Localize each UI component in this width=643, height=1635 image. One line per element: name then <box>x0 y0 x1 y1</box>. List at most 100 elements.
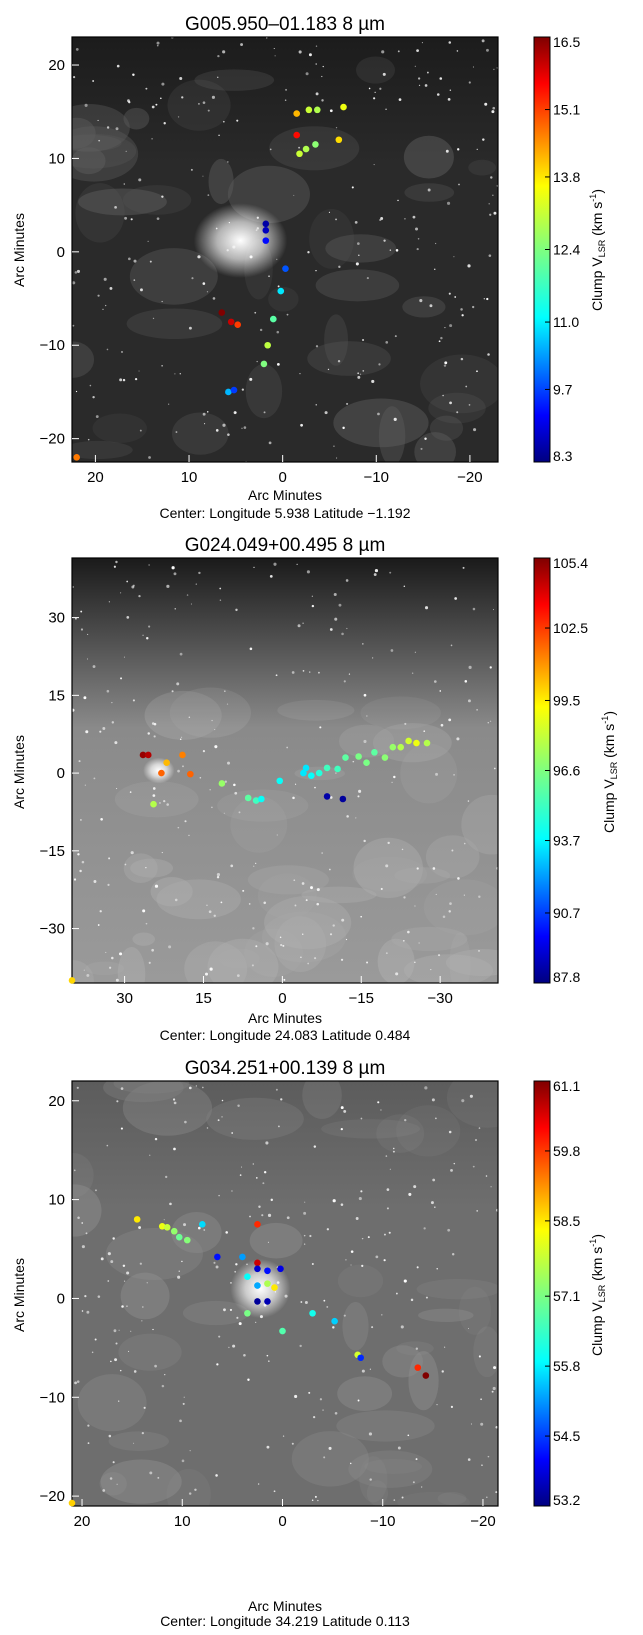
diffuse-emission <box>72 56 498 462</box>
clump-point <box>218 780 226 787</box>
plot-frame <box>71 36 499 463</box>
x-tick-label: −10 <box>364 469 389 486</box>
clump-point <box>214 1253 221 1261</box>
clump-point <box>264 1280 271 1287</box>
clump-point <box>239 1253 246 1261</box>
background-stars <box>72 37 498 462</box>
y-tick-label: 15 <box>48 687 65 704</box>
clump-point <box>305 106 313 114</box>
colorbar-tick-label: 53.2 <box>553 1492 580 1508</box>
panel-2: G024.049+00.495 8 µm 30 15 0 −15 −30 30 15 0 −15… <box>11 535 619 1043</box>
panel-2-xlabel: Arc Minutes <box>248 1010 322 1026</box>
clump-point <box>423 739 431 747</box>
clump-point <box>323 793 331 800</box>
colorbar-tick-label: 8.3 <box>553 448 573 464</box>
clump-point <box>158 769 165 777</box>
clump-point <box>302 764 310 772</box>
clump-point <box>315 769 323 777</box>
clump-point <box>264 1298 271 1305</box>
clump-point <box>258 795 265 803</box>
x-tick-label: 15 <box>195 990 212 1007</box>
colorbar-tick-label: 87.8 <box>553 969 580 985</box>
y-tick-label: 0 <box>57 765 65 782</box>
panel-1: G005.950–01.183 8 µm 20 10 0 −10 −20 20 10 0 −10… <box>11 14 607 521</box>
diffuse-emission <box>72 1081 498 1506</box>
plot-frame <box>71 557 499 984</box>
clump-point <box>271 1284 278 1291</box>
clump-point <box>307 772 315 779</box>
colorbar-gradient <box>533 1080 551 1507</box>
clump-point <box>234 321 242 328</box>
clump-point <box>293 110 301 117</box>
panel-3-xlabel: Arc Minutes <box>248 1598 322 1614</box>
colorbar-tick-label: 96.6 <box>553 763 580 779</box>
clump-point <box>254 1265 261 1273</box>
y-tick-label: 20 <box>48 1093 65 1110</box>
x-tick-label: 10 <box>174 1513 191 1530</box>
clump-point <box>335 136 343 144</box>
clump-point <box>68 1499 76 1507</box>
x-tick-label: −20 <box>457 469 482 486</box>
clump-point <box>262 227 270 234</box>
clump-point <box>73 454 80 461</box>
y-tick-label: 30 <box>48 610 65 627</box>
bright-nebula <box>193 203 288 278</box>
clump-point <box>260 360 268 368</box>
panel-2-plot: 30 15 0 −15 −30 30 15 0 −15 −30 <box>40 557 499 1007</box>
panel-2-title: G024.049+00.495 8 µm <box>185 535 386 556</box>
panel-2-colorbar: 105.4 102.5 99.5 96.6 93.7 90.7 87.8 <box>533 555 588 985</box>
x-tick-label: 0 <box>278 469 286 486</box>
y-tick-label: −10 <box>40 1389 65 1406</box>
panel-3: G034.251+00.139 8 µm 20 10 0 −10 −20 20 10 0 −10… <box>11 1058 607 1629</box>
clump-point <box>340 103 347 111</box>
clump-point <box>355 753 362 760</box>
clump-points <box>73 103 347 461</box>
clump-point <box>150 800 157 808</box>
panel-3-colorbar-label: Clump VLSR (km s-1) <box>588 1234 607 1356</box>
background-stars <box>73 1085 498 1502</box>
panel-1-center-label: Center: Longitude 5.938 Latitude −1.192 <box>159 505 410 521</box>
clump-point <box>254 1221 261 1228</box>
y-tick-label: −20 <box>40 1488 65 1505</box>
clump-point <box>279 1327 286 1335</box>
clump-point <box>262 220 270 228</box>
clump-point <box>264 341 271 349</box>
clump-point <box>309 1309 316 1317</box>
clump-point <box>227 318 235 326</box>
clump-point <box>225 388 232 396</box>
panel-3-title: G034.251+00.139 8 µm <box>185 1058 386 1079</box>
x-tick-label: −20 <box>470 1513 495 1530</box>
panel-2-center-label: Center: Longitude 24.083 Latitude 0.484 <box>160 1027 411 1043</box>
clump-point <box>230 386 238 394</box>
y-tick-label: −30 <box>40 921 65 938</box>
clump-point <box>413 739 420 747</box>
clump-point <box>264 1267 271 1275</box>
y-tick-label: 10 <box>48 150 65 167</box>
y-tick-label: 20 <box>48 57 65 74</box>
panel-3-plot: 20 10 0 −10 −20 20 10 0 −10 −20 <box>40 1080 499 1530</box>
colorbar-tick-label: 11.0 <box>553 314 579 330</box>
colorbar-tick-label: 59.8 <box>553 1143 580 1159</box>
clump-point <box>262 237 270 244</box>
colorbar-tick-label: 55.8 <box>553 1358 580 1374</box>
x-tick-label: 0 <box>278 1513 286 1530</box>
clump-point <box>179 751 186 759</box>
diffuse-emission <box>72 687 498 983</box>
panel-1-plot: 20 10 0 −10 −20 20 10 0 −10 −20 <box>40 36 499 486</box>
clump-point <box>175 1233 183 1241</box>
panel-1-colorbar: 16.5 15.1 13.8 12.4 11.0 9.7 8.3 <box>533 34 580 464</box>
panel-1-title: G005.950–01.183 8 µm <box>185 14 385 35</box>
clump-point <box>342 754 349 761</box>
y-tick-label: −15 <box>40 843 65 860</box>
clump-point <box>371 749 378 756</box>
colorbar-tick-label: 99.5 <box>553 692 580 708</box>
x-tick-label: −10 <box>370 1513 395 1530</box>
x-tick-label: 0 <box>278 990 286 1007</box>
colorbar-tick-label: 90.7 <box>553 905 580 921</box>
panel-2-ylabel: Arc Minutes <box>11 735 27 809</box>
clump-point <box>254 1298 261 1305</box>
colorbar-tick-label: 57.1 <box>553 1288 580 1304</box>
y-tick-label: 0 <box>57 244 65 261</box>
colorbar-tick-label: 12.4 <box>553 242 580 258</box>
background-stars <box>72 560 498 982</box>
